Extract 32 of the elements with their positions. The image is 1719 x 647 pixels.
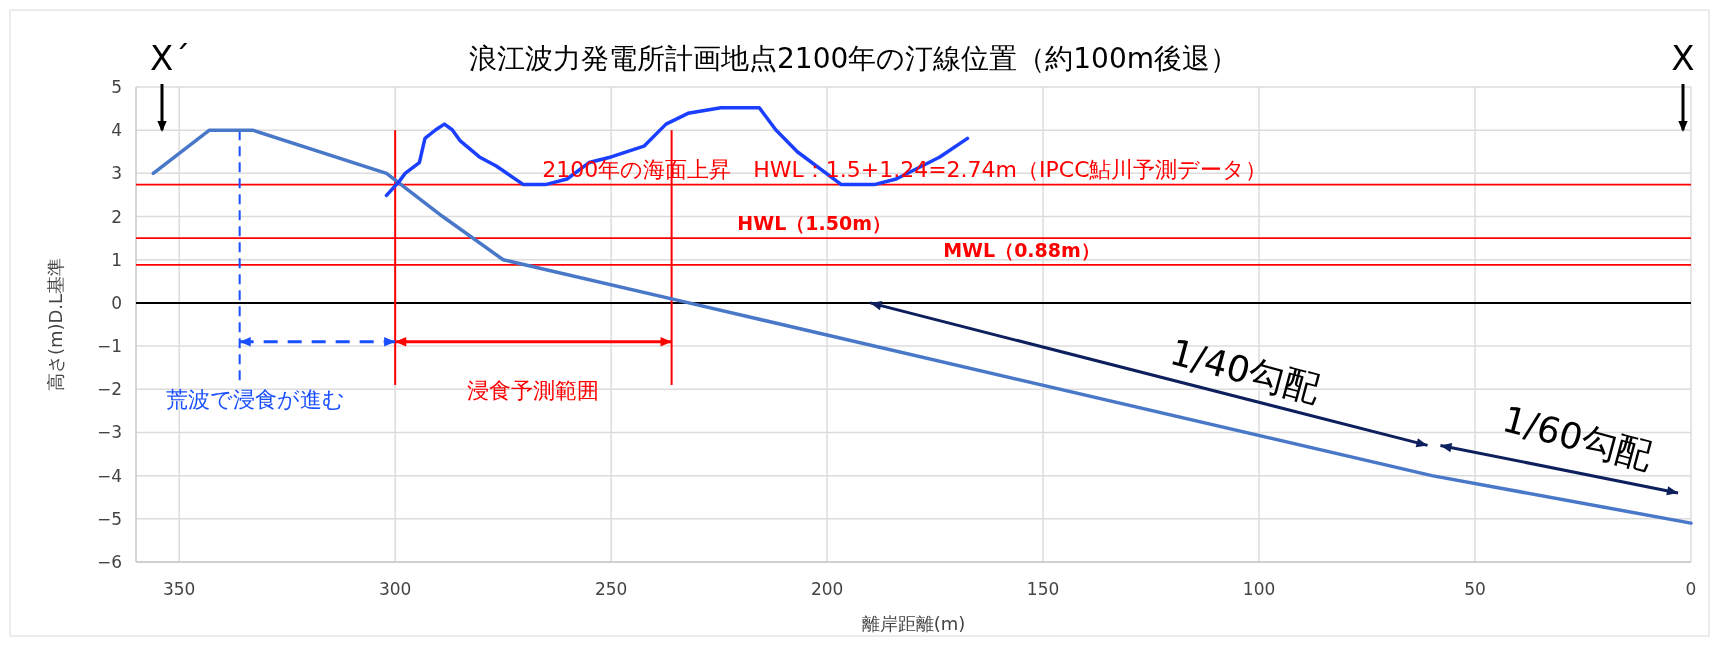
y-tick-label: −6 bbox=[96, 552, 122, 572]
x-tick-label: 200 bbox=[810, 579, 844, 599]
x-tick-label: 350 bbox=[162, 579, 196, 599]
y-tick-label: 5 bbox=[111, 77, 122, 97]
line-series bbox=[151, 128, 1693, 525]
y-tick-label: 1 bbox=[111, 249, 122, 270]
x-tick-label: 0 bbox=[1685, 579, 1697, 599]
y-tick-label: −4 bbox=[96, 465, 122, 486]
y-tick-label: −1 bbox=[96, 336, 122, 357]
annotation: 1/60勾配 bbox=[1498, 398, 1657, 478]
text: X bbox=[1671, 38, 1695, 78]
y-tick-label: 4 bbox=[111, 120, 122, 141]
y-tick-label: 2 bbox=[111, 206, 122, 227]
annotation: 1/40勾配 bbox=[1165, 331, 1325, 411]
x-tick-label: 250 bbox=[594, 579, 628, 599]
x-tick-label: 300 bbox=[378, 579, 412, 599]
y-tick-label: −2 bbox=[96, 379, 122, 400]
annotation: MWL（0.88m） bbox=[943, 238, 1100, 261]
y-axis-title: 高さ(m)D.L基準 bbox=[45, 257, 66, 392]
text: X´ bbox=[150, 38, 191, 78]
x-tick-label: 50 bbox=[1464, 579, 1486, 599]
annotation: 荒波で浸食が進む bbox=[166, 386, 346, 412]
y-tick-label: 0 bbox=[111, 292, 122, 313]
chart-title: 浪江波力発電所計画地点2100年の汀線位置（約100m後退） bbox=[469, 42, 1238, 75]
annotation: 浸食予測範囲 bbox=[467, 377, 600, 403]
y-tick-label: −5 bbox=[96, 508, 122, 529]
annotation: HWL（1.50m） bbox=[737, 212, 891, 235]
y-tick-label: 3 bbox=[111, 163, 122, 184]
x-tick-label: 150 bbox=[1026, 579, 1060, 599]
x-tick-label: 100 bbox=[1242, 579, 1276, 599]
y-tick-label: −3 bbox=[96, 422, 122, 443]
x-axis-title: 離岸距離(m) bbox=[861, 613, 966, 634]
